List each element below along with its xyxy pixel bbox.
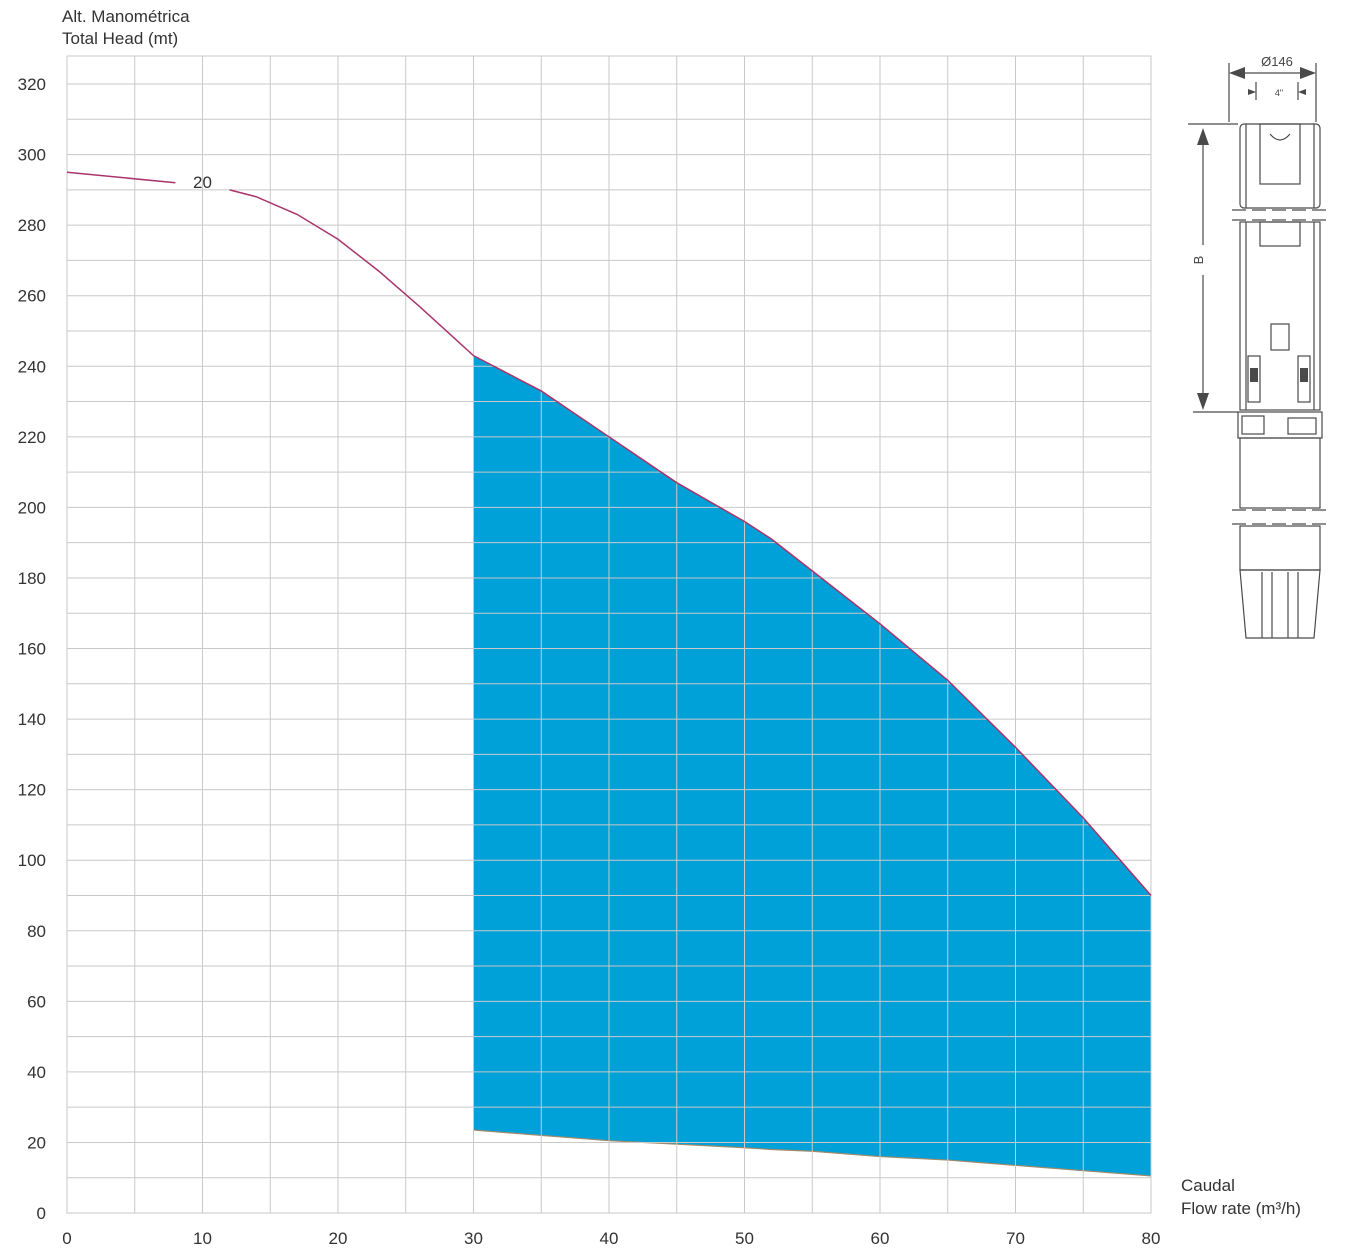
motor-lower — [1239, 525, 1321, 571]
x-axis-title-line1: Caudal — [1181, 1176, 1235, 1195]
x-axis-title: Caudal Flow rate (m³/h) — [1181, 1174, 1301, 1220]
clamp-left-block — [1250, 368, 1258, 382]
y-tick-label: 300 — [18, 146, 46, 165]
intake-left-window — [1241, 415, 1265, 435]
pump-outlet — [1259, 123, 1301, 185]
inner-arrow-left-icon — [1248, 89, 1256, 95]
y-tick-label: 240 — [18, 357, 46, 376]
y-axis-title: Alt. Manométrica Total Head (mt) — [62, 6, 190, 50]
tick-labels-layer: 0204060801001201401601802002202402602803… — [18, 75, 1161, 1248]
curve-label-layer: 20 — [193, 173, 212, 192]
inner-arrow-right-icon — [1298, 89, 1306, 95]
x-tick-label: 10 — [193, 1229, 212, 1248]
x-tick-label: 80 — [1142, 1229, 1161, 1248]
diameter-arrow-left-icon — [1229, 67, 1245, 79]
stage-top-panel — [1259, 221, 1301, 247]
pump-curve-20-segment-2 — [229, 189, 1152, 896]
pump-dimension-drawing: Ø146 4" B — [1188, 54, 1330, 639]
pump-curve-20-segment-1 — [66, 171, 176, 184]
diameter-arrow-right-icon — [1300, 67, 1316, 79]
x-tick-label: 20 — [329, 1229, 348, 1248]
y-tick-label: 80 — [27, 922, 46, 941]
motor-body — [1239, 437, 1321, 509]
y-axis-title-line2: Total Head (mt) — [62, 29, 179, 48]
x-tick-label: 0 — [62, 1229, 71, 1248]
operating-range-lower-edge — [473, 1129, 1152, 1177]
y-tick-label: 320 — [18, 75, 46, 94]
y-tick-label: 40 — [27, 1063, 46, 1082]
y-tick-label: 0 — [37, 1204, 46, 1223]
curve-label: 20 — [193, 173, 212, 192]
length-label: B — [1191, 256, 1206, 265]
plot-frame — [66, 55, 1152, 1214]
pump-outlet-valve — [1269, 133, 1291, 141]
clamp-right-block — [1300, 368, 1308, 382]
x-tick-label: 50 — [735, 1229, 754, 1248]
pump-head — [1239, 123, 1321, 209]
motor-base — [1239, 569, 1321, 639]
y-tick-label: 20 — [27, 1133, 46, 1152]
y-tick-label: 180 — [18, 569, 46, 588]
y-tick-label: 160 — [18, 640, 46, 659]
y-tick-label: 220 — [18, 428, 46, 447]
curve-layer — [66, 171, 1152, 896]
stage-plate — [1270, 323, 1290, 351]
x-tick-label: 40 — [600, 1229, 619, 1248]
length-arrow-bottom-icon — [1197, 393, 1209, 410]
intake-right-window — [1287, 417, 1317, 435]
y-tick-label: 100 — [18, 851, 46, 870]
y-tick-label: 60 — [27, 992, 46, 1011]
diameter-label: Ø146 — [1261, 54, 1293, 69]
y-tick-label: 280 — [18, 216, 46, 235]
x-tick-label: 70 — [1006, 1229, 1025, 1248]
y-tick-label: 120 — [18, 781, 46, 800]
clamp-right — [1297, 355, 1311, 403]
y-axis-title-line1: Alt. Manométrica — [62, 7, 190, 26]
length-arrow-top-icon — [1197, 128, 1209, 145]
x-tick-label: 30 — [464, 1229, 483, 1248]
y-tick-label: 200 — [18, 498, 46, 517]
inner-label: 4" — [1275, 88, 1283, 98]
y-tick-label: 140 — [18, 710, 46, 729]
clamp-left — [1247, 355, 1261, 403]
x-axis-title-line2: Flow rate (m³/h) — [1181, 1199, 1301, 1218]
grid-layer — [66, 55, 1152, 1214]
x-tick-label: 60 — [871, 1229, 890, 1248]
y-tick-label: 260 — [18, 287, 46, 306]
